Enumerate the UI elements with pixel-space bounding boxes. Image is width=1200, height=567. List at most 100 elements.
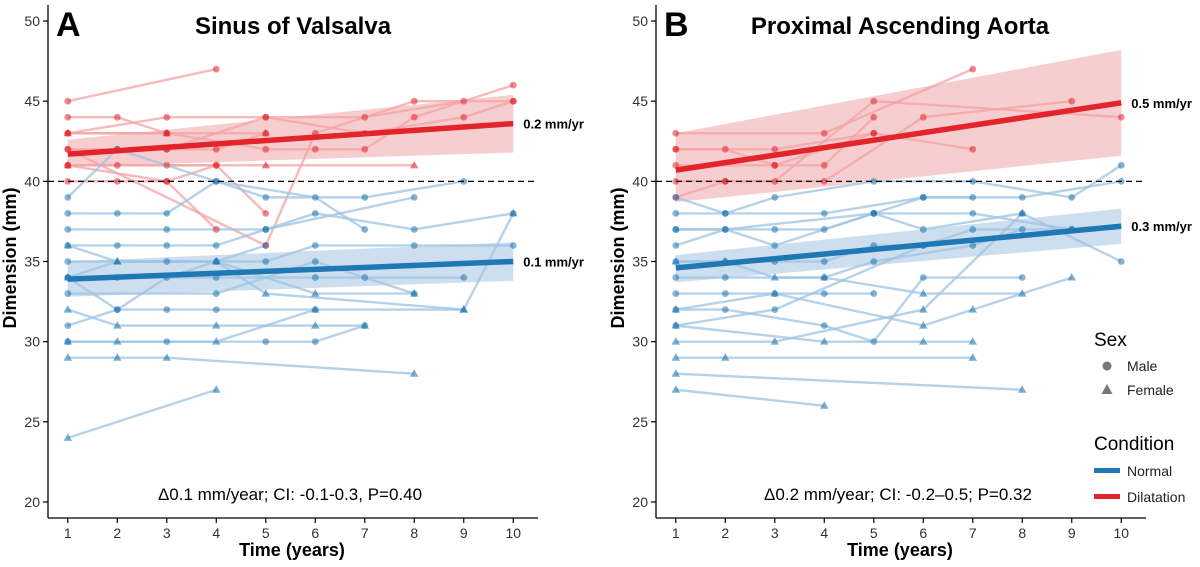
data-point-male	[361, 226, 369, 233]
panel-title: Proximal Ascending Aorta	[751, 13, 1050, 40]
normal-subject-line	[675, 212, 1024, 343]
legend-male-marker	[1102, 361, 1112, 371]
data-point-male	[771, 226, 779, 233]
data-point-male	[64, 177, 72, 185]
data-point-male	[64, 210, 72, 217]
data-point-male	[64, 97, 72, 105]
data-point-male	[919, 113, 927, 121]
data-point-female	[770, 273, 779, 281]
rate-label: 0.3 mm/yr	[1131, 219, 1192, 234]
legend-dilatation-swatch	[1094, 494, 1120, 499]
data-point-male	[969, 145, 977, 153]
data-point-male	[163, 306, 171, 313]
data-point-male	[820, 177, 828, 185]
data-point-male	[262, 113, 270, 121]
data-point-male	[113, 113, 121, 121]
x-tick-label: 3	[771, 525, 779, 541]
data-point-male	[113, 242, 121, 249]
x-tick-label: 3	[163, 525, 171, 541]
data-point-male	[509, 81, 517, 89]
y-tick-label: 25	[24, 414, 40, 430]
normal-subject-line	[675, 228, 1023, 279]
x-tick-label: 4	[820, 525, 828, 541]
data-point-female	[919, 321, 928, 329]
data-point-female	[63, 305, 72, 313]
data-point-male	[721, 210, 729, 217]
data-point-male	[820, 290, 828, 297]
data-point-male	[1018, 226, 1026, 233]
legend-normal-swatch	[1094, 468, 1120, 473]
data-point-female	[671, 385, 680, 393]
data-point-male	[212, 306, 220, 313]
data-point-female	[212, 321, 221, 329]
data-point-male	[721, 306, 729, 313]
data-point-female	[509, 208, 518, 217]
data-point-male	[870, 177, 878, 185]
legend-male-label: Male	[1127, 358, 1158, 374]
panel-letter: B	[664, 6, 689, 44]
data-point-male	[64, 322, 72, 330]
x-tick-label: 5	[262, 525, 270, 541]
data-point-female	[1018, 289, 1027, 297]
data-point-female	[770, 337, 779, 345]
data-point-female	[968, 337, 977, 345]
data-point-female	[968, 305, 977, 313]
data-point-female	[671, 305, 680, 313]
data-point-male	[64, 290, 72, 297]
data-point-male	[1068, 193, 1076, 201]
data-point-male	[163, 242, 171, 249]
data-point-male	[870, 129, 878, 137]
y-tick-label: 20	[632, 494, 648, 510]
data-point-male	[64, 145, 72, 153]
data-point-male	[262, 193, 270, 201]
y-tick-label: 35	[24, 254, 40, 270]
data-point-male	[509, 242, 517, 249]
data-point-male	[672, 177, 680, 185]
data-point-male	[262, 145, 270, 153]
data-point-male	[969, 210, 977, 217]
x-tick-label: 1	[64, 525, 72, 541]
data-point-male	[1018, 193, 1026, 201]
normal-fit-line	[67, 258, 514, 282]
data-point-male	[262, 338, 270, 346]
rate-label: 0.1 mm/yr	[523, 255, 584, 270]
stats-annotation: Δ0.1 mm/year; CI: -0.1-0.3, P=0.40	[158, 485, 422, 504]
data-point-male	[262, 242, 270, 249]
data-point-male	[262, 226, 270, 233]
legend-sex-title: Sex	[1094, 330, 1127, 351]
data-point-male	[212, 290, 220, 297]
data-point-male	[262, 210, 270, 217]
dilatation-confidence-band	[675, 49, 1122, 203]
y-tick-label: 30	[24, 334, 40, 350]
data-point-female	[113, 353, 122, 361]
data-point-male	[870, 97, 878, 105]
data-point-male	[919, 274, 927, 281]
data-point-female	[820, 273, 829, 281]
y-tick-label: 45	[24, 93, 40, 109]
data-point-female	[671, 321, 680, 329]
data-point-male	[870, 290, 878, 297]
data-point-male	[64, 226, 72, 233]
legend: Sex Male Female Condition Normal Dilatat…	[1094, 330, 1185, 505]
data-point-male	[163, 258, 171, 265]
data-point-male	[410, 113, 418, 121]
data-point-male	[672, 274, 680, 281]
data-point-male	[870, 338, 878, 346]
data-point-female	[1018, 208, 1027, 217]
data-point-female	[1018, 385, 1027, 393]
data-point-male	[969, 193, 977, 201]
data-point-male	[410, 242, 418, 249]
x-tick-label: 2	[113, 525, 121, 541]
data-point-male	[969, 177, 977, 185]
data-point-male	[460, 274, 468, 281]
data-point-female	[63, 160, 72, 169]
data-point-male	[311, 258, 319, 265]
data-point-male	[163, 161, 171, 169]
x-tick-label: 1	[672, 525, 680, 541]
data-point-male	[672, 226, 680, 233]
data-point-female	[919, 337, 928, 345]
panel-a: A Sinus of Valsalva Dimension (mm) Time …	[0, 5, 584, 560]
